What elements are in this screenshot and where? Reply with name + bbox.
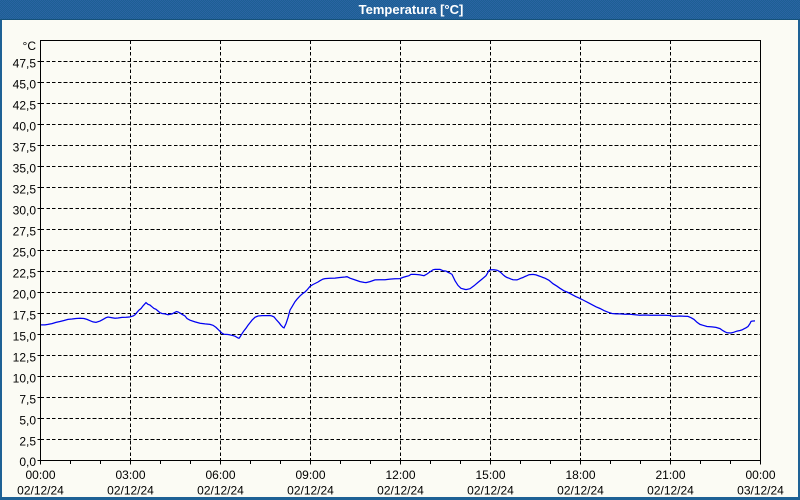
svg-text:02/12/24: 02/12/24	[287, 484, 334, 498]
svg-text:09:00: 09:00	[295, 468, 325, 482]
svg-text:37,5: 37,5	[13, 141, 37, 155]
svg-text:00:00: 00:00	[25, 468, 55, 482]
svg-text:25,0: 25,0	[13, 246, 37, 260]
svg-text:°C: °C	[23, 39, 37, 53]
svg-text:02/12/24: 02/12/24	[557, 484, 604, 498]
svg-text:02/12/24: 02/12/24	[647, 484, 694, 498]
svg-text:18:00: 18:00	[565, 468, 595, 482]
svg-text:45,0: 45,0	[13, 78, 37, 92]
svg-text:02/12/24: 02/12/24	[17, 484, 64, 498]
svg-text:12:00: 12:00	[385, 468, 415, 482]
svg-text:00:00: 00:00	[745, 468, 775, 482]
svg-text:15,0: 15,0	[13, 330, 37, 344]
svg-text:03/12/24: 03/12/24	[737, 484, 784, 498]
svg-text:21:00: 21:00	[655, 468, 685, 482]
svg-text:12,5: 12,5	[13, 351, 37, 365]
svg-text:27,5: 27,5	[13, 225, 37, 239]
svg-text:02/12/24: 02/12/24	[467, 484, 514, 498]
svg-text:5,0: 5,0	[19, 414, 36, 428]
svg-text:47,5: 47,5	[13, 57, 37, 71]
svg-text:02/12/24: 02/12/24	[377, 484, 424, 498]
svg-text:7,5: 7,5	[19, 393, 36, 407]
svg-text:22,5: 22,5	[13, 267, 37, 281]
svg-text:35,0: 35,0	[13, 162, 37, 176]
svg-text:03:00: 03:00	[115, 468, 145, 482]
svg-text:10,0: 10,0	[13, 372, 37, 386]
svg-text:15:00: 15:00	[475, 468, 505, 482]
svg-text:06:00: 06:00	[205, 468, 235, 482]
svg-text:42,5: 42,5	[13, 99, 37, 113]
svg-text:02/12/24: 02/12/24	[107, 484, 154, 498]
svg-text:32,5: 32,5	[13, 183, 37, 197]
svg-text:2,5: 2,5	[19, 435, 36, 449]
svg-text:02/12/24: 02/12/24	[197, 484, 244, 498]
svg-text:0,0: 0,0	[19, 455, 36, 469]
svg-text:17,5: 17,5	[13, 309, 37, 323]
svg-text:40,0: 40,0	[13, 120, 37, 134]
svg-text:20,0: 20,0	[13, 288, 37, 302]
svg-text:30,0: 30,0	[13, 204, 37, 218]
